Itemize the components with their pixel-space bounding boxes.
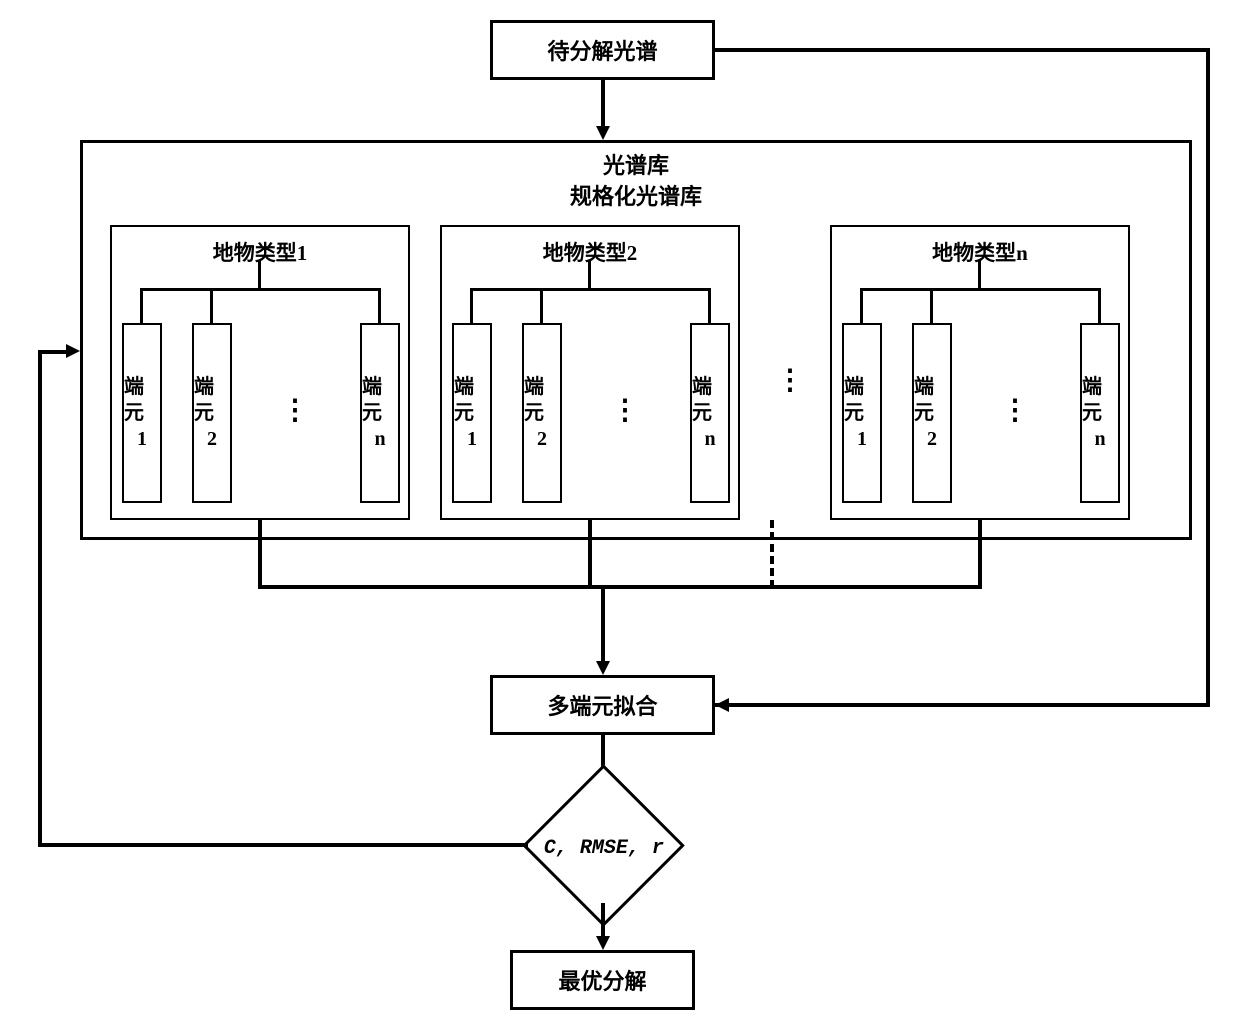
tree3-d1 xyxy=(860,288,863,323)
tree2-hbar xyxy=(470,288,710,291)
type1-dots xyxy=(280,380,310,440)
arrowhead-decision-to-result xyxy=(596,936,610,950)
tree2-d1 xyxy=(470,288,473,323)
input-spectrum-box: 待分解光谱 xyxy=(490,20,715,80)
merge-v1 xyxy=(258,520,262,588)
loop-h1 xyxy=(38,843,528,847)
arrowhead-loop-to-library xyxy=(66,344,80,358)
result-label: 最优分解 xyxy=(558,964,646,996)
edge-decision-to-result xyxy=(601,903,605,938)
typen-em1: 端元1 xyxy=(842,323,882,503)
library-title-line2: 规格化光谱库 xyxy=(83,182,1189,213)
type2-dots xyxy=(610,380,640,440)
typen-emn: 端元n xyxy=(1080,323,1120,503)
decision-label: C, RMSE, r xyxy=(504,837,704,860)
merge-v2 xyxy=(588,520,592,588)
types-gap-dots xyxy=(775,340,805,420)
typen-dots xyxy=(1000,380,1030,440)
type2-em1: 端元1 xyxy=(452,323,492,503)
input-spectrum-label: 待分解光谱 xyxy=(547,34,657,66)
loop-v xyxy=(38,350,42,847)
tree2-stem xyxy=(588,260,591,288)
edge-merge-to-fit xyxy=(601,585,605,663)
arrowhead-right-to-fit xyxy=(715,698,729,712)
tree2-d3 xyxy=(708,288,711,323)
type1-em2: 端元2 xyxy=(192,323,232,503)
tree3-stem xyxy=(978,260,981,288)
tree1-d2 xyxy=(210,288,213,323)
tree3-d3 xyxy=(1098,288,1101,323)
tree1-stem xyxy=(258,260,261,288)
tree3-d2 xyxy=(930,288,933,323)
fit-label: 多端元拟合 xyxy=(547,689,657,721)
edge-top-right-v xyxy=(1206,48,1210,707)
type1-emn: 端元n xyxy=(360,323,400,503)
type1-em1: 端元1 xyxy=(122,323,162,503)
type2-em2: 端元2 xyxy=(522,323,562,503)
tree1-d1 xyxy=(140,288,143,323)
tree2-d2 xyxy=(540,288,543,323)
arrowhead-top-to-library xyxy=(596,126,610,140)
merge-h xyxy=(258,585,982,589)
library-title-line1: 光谱库 xyxy=(83,151,1189,182)
multi-endmember-fit-box: 多端元拟合 xyxy=(490,675,715,735)
tree1-d3 xyxy=(378,288,381,323)
library-title: 光谱库 规格化光谱库 xyxy=(83,151,1189,213)
optimal-result-box: 最优分解 xyxy=(510,950,695,1010)
tree3-hbar xyxy=(860,288,1100,291)
edge-top-to-library xyxy=(601,80,605,128)
edge-top-right-h2 xyxy=(715,703,1210,707)
merge-gap-dashed xyxy=(770,520,774,588)
edge-top-right-h xyxy=(715,48,1210,52)
tree1-hbar xyxy=(140,288,380,291)
loop-h2 xyxy=(38,350,68,354)
typen-em2: 端元2 xyxy=(912,323,952,503)
arrowhead-merge-to-fit xyxy=(596,661,610,675)
type2-emn: 端元n xyxy=(690,323,730,503)
merge-v3 xyxy=(978,520,982,588)
